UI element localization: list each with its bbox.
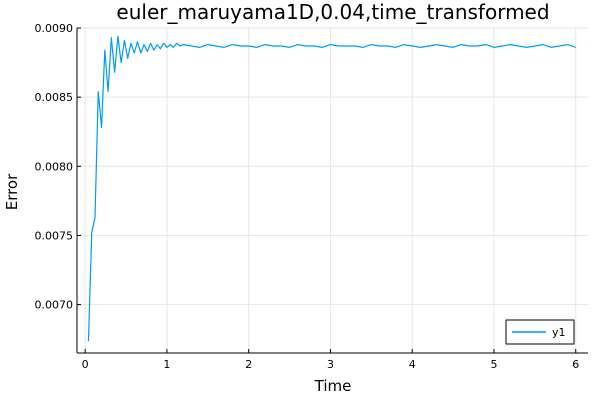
tick-labels: 0 1 2 3 4 5 6 0.0070 0.0075 0.0080 0.0085 0.0090: [35, 22, 580, 371]
x-tick-label: 3: [327, 358, 334, 371]
legend-label: y1: [552, 326, 566, 339]
grid-lines: [77, 27, 588, 353]
legend: y1: [505, 319, 575, 345]
x-axis-title: Time: [314, 377, 352, 395]
plot-area: [87, 35, 576, 342]
y-tick-label: 0.0080: [35, 160, 74, 173]
series-line-y1: [87, 35, 576, 342]
y-tick-label: 0.0070: [35, 299, 74, 312]
y-tick-label: 0.0075: [35, 229, 74, 242]
x-tick-label: 4: [409, 358, 416, 371]
axes: [76, 27, 588, 354]
y-tick-label: 0.0085: [35, 91, 74, 104]
x-tick-label: 0: [82, 358, 89, 371]
x-tick-label: 2: [245, 358, 252, 371]
x-tick-label: 1: [163, 358, 170, 371]
y-tick-label: 0.0090: [35, 22, 74, 35]
y-axis-title: Error: [3, 173, 21, 210]
x-tick-label: 6: [572, 358, 579, 371]
x-tick-label: 5: [490, 358, 497, 371]
chart-title: euler_maruyama1D,0.04,time_transformed: [116, 0, 549, 24]
